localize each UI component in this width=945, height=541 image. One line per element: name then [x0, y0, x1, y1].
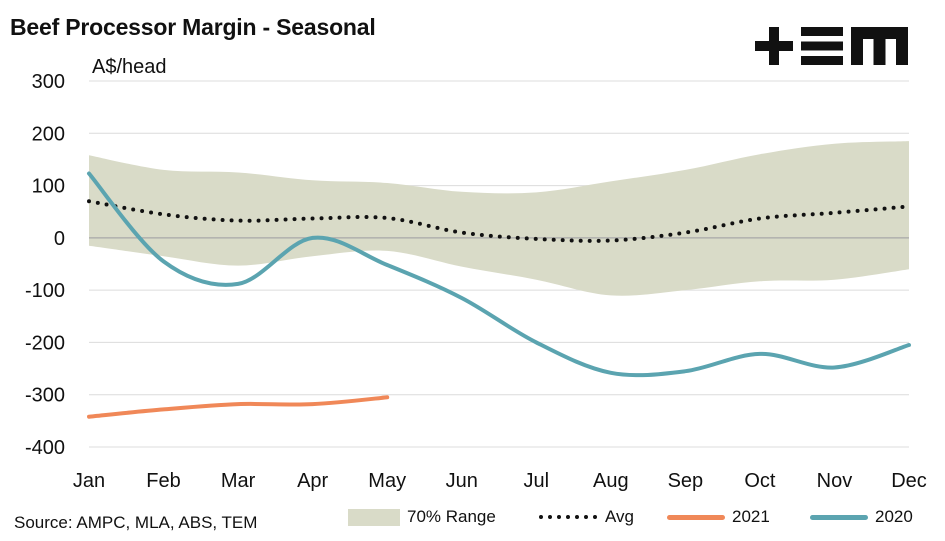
x-tick-label: Jul: [523, 470, 549, 492]
legend-label-2021: 2021: [732, 507, 770, 526]
y-tick-label: 200: [32, 123, 65, 145]
tem-logo: [755, 27, 908, 65]
legend-swatch-avg: [539, 515, 598, 519]
x-tick-label: May: [368, 470, 406, 492]
series-line-avg: [87, 199, 911, 243]
x-tick-label: Jan: [73, 470, 105, 492]
gridlines: [89, 80, 909, 448]
legend-item-avg: Avg: [538, 506, 634, 528]
legend-swatch-2020: [810, 514, 868, 520]
y-tick-label: -300: [25, 385, 65, 407]
legend-label-avg: Avg: [605, 507, 634, 526]
y-tick-label: 100: [32, 176, 65, 198]
y-tick-label: -100: [25, 280, 65, 302]
source-note: Source: AMPC, MLA, ABS, TEM: [14, 513, 258, 532]
y-tick-label: -400: [25, 437, 65, 459]
series-lines: [87, 171, 911, 419]
series-line-2021: [87, 395, 390, 419]
legend-item-range: 70% Range: [348, 506, 496, 528]
x-tick-label: Oct: [744, 470, 776, 492]
x-tick-label: Nov: [817, 470, 853, 492]
legend-item-2021: 2021: [667, 506, 770, 528]
x-tick-label: Aug: [593, 470, 629, 492]
x-tick-label: Mar: [221, 470, 256, 492]
chart-title: Beef Processor Margin - Seasonal: [10, 14, 376, 40]
legend-swatch-range: [348, 508, 400, 526]
y-tick-label: 0: [54, 228, 65, 250]
legend-label-2020: 2020: [875, 507, 913, 526]
y-tick-label: 300: [32, 71, 65, 93]
legend-swatch-2021: [667, 514, 725, 520]
x-tick-labels: Jan Feb Mar Apr May Jun Jul Aug Sep Oct Nov Dec: [73, 470, 927, 492]
y-tick-label: -200: [25, 332, 65, 354]
x-tick-label: Dec: [891, 470, 927, 492]
series-line-2020: [87, 171, 911, 378]
x-tick-label: Jun: [446, 470, 478, 492]
legend-item-2020: 2020: [810, 506, 913, 528]
legend-label-range: 70% Range: [407, 507, 496, 526]
x-tick-label: Sep: [668, 470, 704, 492]
y-axis-unit-label: A$/head: [92, 56, 167, 78]
x-tick-label: Apr: [297, 470, 328, 492]
y-tick-labels: 300 200 100 0 -100 -200 -300 -400: [25, 71, 65, 459]
x-tick-label: Feb: [146, 470, 180, 492]
range-band: [89, 141, 909, 296]
